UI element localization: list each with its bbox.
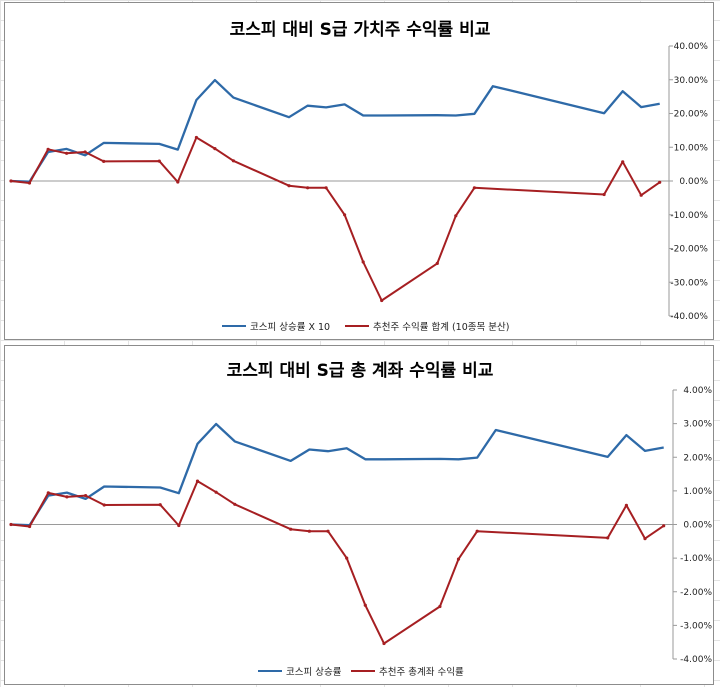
y-tick-label: -4.00% (680, 655, 712, 665)
data-point-picks (307, 529, 311, 533)
y-tick-label: 0.00% (683, 521, 712, 531)
y-tick-label: 3.00% (683, 420, 712, 430)
data-point-picks (326, 529, 330, 533)
y-tick-label: -20.00% (670, 245, 708, 255)
data-point-picks (345, 556, 349, 560)
data-point-picks (194, 135, 198, 140)
data-point-picks (287, 184, 291, 188)
y-tick-label: -40.00% (670, 312, 708, 322)
data-point-picks (454, 214, 458, 218)
data-point-picks (602, 192, 606, 197)
data-point-picks (475, 529, 479, 533)
legend-label-picks: 추천주 수익률 합계 (10종목 분산) (373, 321, 509, 333)
data-point-picks (46, 491, 50, 495)
data-point-picks (177, 523, 181, 528)
chart-panel-total-account-returns[interactable]: 코스피 대비 S급 총 계좌 수익률 비교 4.00% 3.00% 2.00% 1.0… (4, 345, 714, 685)
series-line-picks (10, 136, 661, 302)
y-tick-label: 2.00% (683, 453, 712, 463)
series-line-kospi (10, 422, 664, 527)
y-tick-label: 1.00% (683, 487, 712, 497)
legend-label-kospi: 코스피 상승률 X 10 (250, 322, 330, 333)
legend: 코스피 상승률 X 10 추천주 수익률 합계 (10종목 분산) (222, 321, 509, 333)
data-point-picks (102, 159, 106, 163)
y-tick-label: 20.00% (674, 110, 709, 120)
chart-title: 코스피 대비 S급 총 계좌 수익률 비교 (227, 361, 494, 381)
y-tick-label: -30.00% (670, 278, 708, 288)
data-point-picks (102, 503, 106, 507)
chart-title: 코스피 대비 S급 가치주 수익률 비교 (230, 20, 491, 40)
data-point-picks (9, 522, 13, 527)
series-line-picks (10, 480, 665, 645)
data-point-picks (662, 524, 666, 528)
y-tick-label: -1.00% (680, 554, 712, 564)
data-point-picks (380, 298, 384, 303)
data-point-picks (65, 151, 69, 155)
y-tick-label: 40.00% (674, 42, 709, 52)
data-point-picks (84, 494, 88, 498)
data-point-picks (324, 186, 328, 190)
y-tick-label: 4.00% (683, 386, 712, 396)
data-point-picks (231, 159, 235, 163)
data-point-picks (658, 180, 662, 184)
data-point-picks (27, 181, 32, 185)
data-point-picks (606, 536, 610, 540)
y-tick-label: -3.00% (680, 621, 712, 631)
data-point-picks (157, 159, 161, 163)
data-point-picks (214, 490, 218, 494)
chart-total-account-returns: 코스피 대비 S급 총 계좌 수익률 비교 4.00% 3.00% 2.00% 1.0… (9, 361, 712, 678)
y-tick-label: 0.00% (679, 177, 708, 187)
legend-label-kospi: 코스피 상승률 (286, 667, 342, 678)
data-point-picks (83, 150, 87, 154)
data-point-picks (639, 193, 643, 197)
data-point-picks (233, 502, 237, 506)
plot-area: 4.00% 3.00% 2.00% 1.00% 0.00% -1.00% -2.00% -3.… (9, 386, 712, 665)
data-point-picks (456, 557, 461, 561)
data-point-picks (382, 641, 386, 646)
data-point-picks (306, 186, 310, 190)
plot-area: 40.00% 30.00% 20.00% 10.00% 0.00% -10.00% -20.… (9, 42, 708, 322)
data-point-picks (643, 537, 647, 541)
series-line-kospi (10, 78, 660, 183)
data-point-picks (28, 524, 32, 529)
data-point-picks (472, 186, 476, 190)
y-tick-label: -10.00% (670, 211, 708, 221)
data-point-picks (289, 527, 293, 531)
data-point-picks (213, 147, 217, 151)
data-point-picks (361, 260, 365, 264)
chart-value-stock-returns: 코스피 대비 S급 가치주 수익률 비교 40.00% 30.00% 20.00% 1… (9, 20, 708, 333)
y-tick-label: 10.00% (674, 143, 709, 153)
data-point-picks (621, 160, 625, 164)
data-point-picks (624, 503, 629, 507)
data-point-picks (9, 179, 13, 183)
data-point-picks (435, 261, 439, 265)
data-point-picks (195, 479, 200, 483)
data-point-picks (176, 180, 180, 184)
chart-panel-value-stock-returns[interactable]: 코스피 대비 S급 가치주 수익률 비교 40.00% 30.00% 20.00% 1… (4, 2, 714, 340)
data-point-picks (65, 495, 69, 499)
legend: 코스피 상승률 추천주 총계좌 수익률 (258, 666, 464, 678)
data-point-picks (46, 147, 50, 151)
data-point-picks (158, 503, 162, 507)
data-point-picks (438, 604, 442, 609)
y-tick-label: -2.00% (680, 588, 712, 598)
y-tick-label: 30.00% (674, 76, 709, 86)
data-point-picks (343, 213, 347, 217)
legend-label-picks: 추천주 총계좌 수익률 (379, 666, 464, 678)
data-point-picks (363, 603, 367, 607)
